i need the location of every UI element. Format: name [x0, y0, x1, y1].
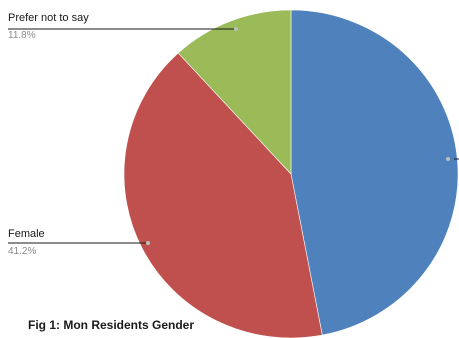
- pie-slice-0: [290, 9, 459, 336]
- slice-labels: Female 41.2% Prefer not to say 11.8%: [8, 12, 459, 257]
- pie-slices: [123, 9, 459, 338]
- slice-label-1: Female: [8, 228, 45, 240]
- label-marker-0: [446, 157, 450, 161]
- slice-percent-1: 41.2%: [8, 246, 36, 257]
- pie-slice-1: [123, 52, 323, 338]
- label-marker-1: [146, 241, 150, 245]
- pie-slice-2: [177, 9, 292, 175]
- label-marker-2: [234, 27, 238, 31]
- slice-label-2: Prefer not to say: [8, 12, 89, 24]
- figure-caption: Fig 1: Mon Residents Gender: [28, 318, 195, 332]
- slice-percent-2: 11.8%: [8, 30, 36, 41]
